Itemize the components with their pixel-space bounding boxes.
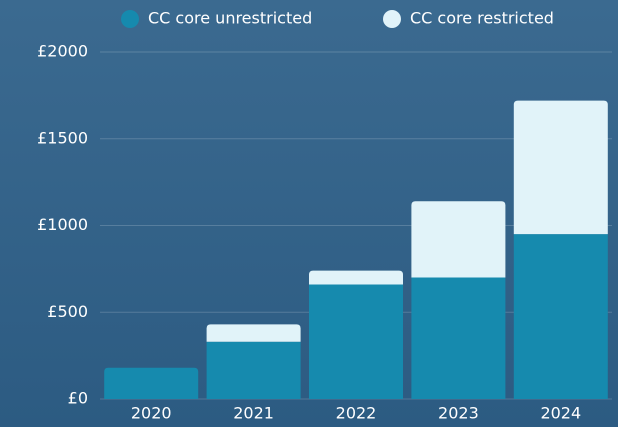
x-tick-label: 2023 xyxy=(438,404,479,423)
bar-segment xyxy=(104,367,199,399)
legend-label: CC core unrestricted xyxy=(148,9,312,28)
bar-segment xyxy=(513,100,608,235)
bar-segment xyxy=(309,284,403,399)
x-tick-label: 2021 xyxy=(233,404,274,423)
bar-segment xyxy=(513,234,608,399)
bar-segment xyxy=(206,324,301,342)
bar-segment xyxy=(309,270,403,285)
x-tick-label: 2020 xyxy=(131,404,172,423)
bar-segment xyxy=(411,277,506,399)
legend-swatch xyxy=(121,10,139,28)
bar-segment xyxy=(206,341,301,399)
y-tick-label: £0 xyxy=(68,389,88,408)
x-tick-label: 2024 xyxy=(540,404,581,423)
legend-label: CC core restricted xyxy=(410,9,554,28)
y-tick-label: £2000 xyxy=(37,42,88,61)
y-tick-label: £1000 xyxy=(37,215,88,234)
y-tick-label: £500 xyxy=(47,302,88,321)
y-tick-label: £1500 xyxy=(37,128,88,147)
legend-swatch xyxy=(383,10,401,28)
bar-segment xyxy=(411,201,506,278)
x-tick-label: 2022 xyxy=(336,404,377,423)
